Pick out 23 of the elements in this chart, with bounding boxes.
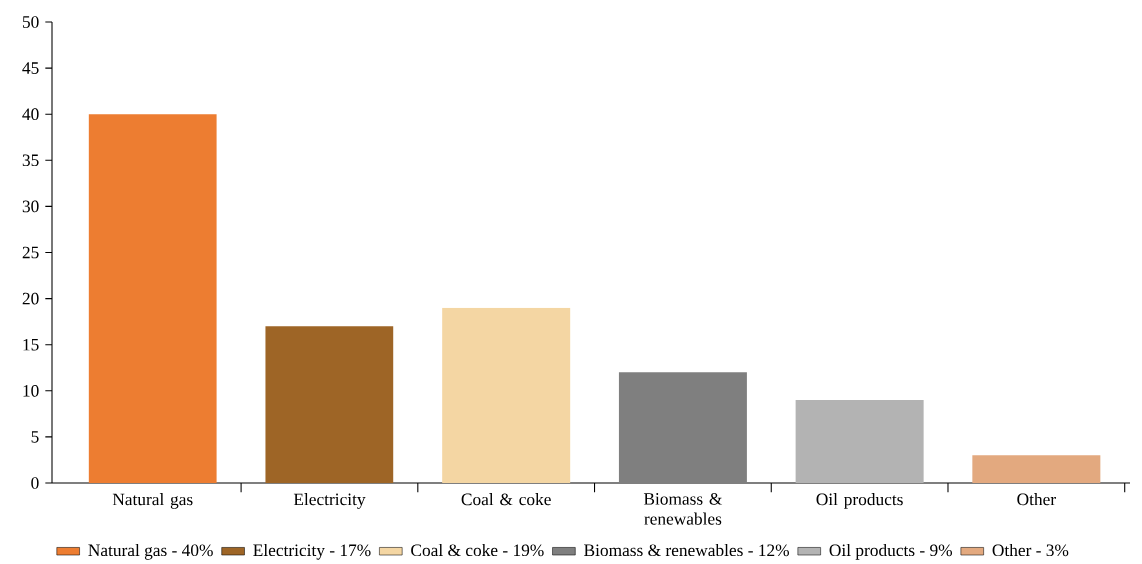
legend-label: Other - 3%: [992, 543, 1069, 557]
y-tick-label: 20: [22, 292, 39, 305]
x-tick-label: Coal & coke: [461, 493, 551, 506]
y-tick-label: 10: [23, 384, 39, 397]
legend-label: Electricity - 17%: [253, 543, 371, 560]
y-tick-label: 5: [31, 431, 39, 443]
legend-label: Oil products - 9%: [829, 543, 953, 560]
y-tick-label: 30: [22, 200, 39, 213]
legend-label: Natural gas - 40%: [88, 543, 213, 560]
x-tick-label: Biomass & renewables: [643, 493, 723, 525]
x-tick-label: Electricity: [293, 493, 366, 509]
y-tick-label: 40: [22, 108, 39, 121]
x-tick-label: Other: [1017, 493, 1056, 506]
y-tick-label: 25: [22, 246, 39, 259]
x-tick-label: Oil products: [816, 493, 903, 509]
legend-label: Coal & coke - 19%: [411, 543, 544, 557]
y-tick-label: 45: [22, 62, 39, 74]
legend-label: Biomass & renewables - 12%: [584, 543, 789, 557]
y-tick-label: 50: [22, 16, 39, 28]
x-tick-label: Natural gas: [112, 493, 193, 509]
y-tick-label: 15: [23, 338, 39, 351]
y-tick-label: 35: [22, 154, 39, 167]
y-tick-label: 0: [31, 477, 39, 489]
